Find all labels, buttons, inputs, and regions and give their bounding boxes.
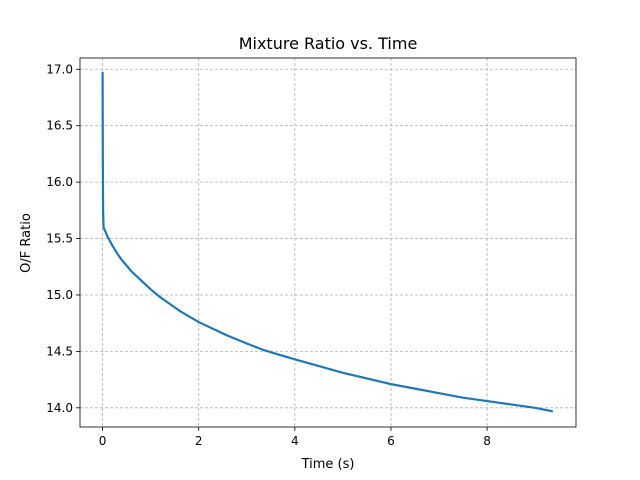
series-line	[101, 71, 554, 413]
ticks: 0 2 4 6 8 14.0 14.5 15.0 15.5 16.0 16.5 17.0	[46, 62, 491, 448]
x-tick-label: 4	[291, 434, 299, 448]
y-tick-label: 15.5	[46, 232, 73, 246]
y-tick-label: 17.0	[46, 62, 73, 76]
y-axis-label: O/F Ratio	[19, 213, 34, 273]
x-tick-label: 8	[483, 434, 491, 448]
y-tick-label: 16.5	[46, 119, 73, 133]
x-tick-label: 6	[387, 434, 395, 448]
y-tick-label: 14.5	[46, 344, 73, 358]
y-tick-label: 15.0	[46, 288, 73, 302]
y-tick-label: 16.0	[46, 175, 73, 189]
y-tick-label: 14.0	[46, 401, 73, 415]
x-axis-label: Time (s)	[301, 457, 355, 472]
x-tick-label: 0	[99, 434, 107, 448]
plot-frame	[79, 57, 577, 428]
x-tick-label: 2	[195, 434, 203, 448]
chart-title: Mixture Ratio vs. Time	[239, 34, 418, 53]
